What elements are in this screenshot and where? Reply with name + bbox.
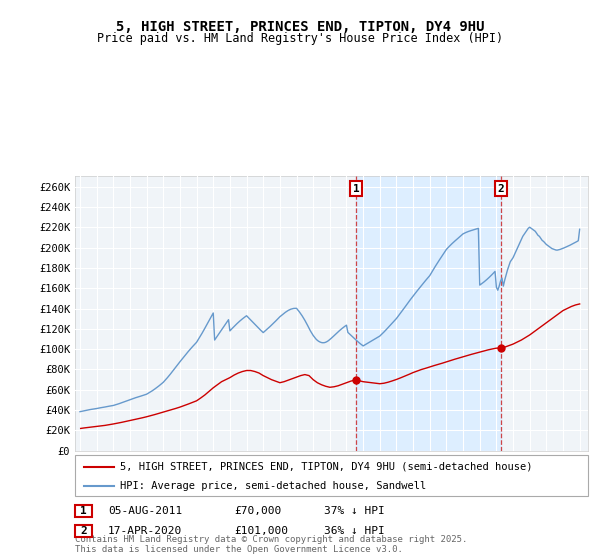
Text: Contains HM Land Registry data © Crown copyright and database right 2025.
This d: Contains HM Land Registry data © Crown c… <box>75 535 467 554</box>
Text: 17-APR-2020: 17-APR-2020 <box>108 526 182 536</box>
Text: 05-AUG-2011: 05-AUG-2011 <box>108 506 182 516</box>
Text: Price paid vs. HM Land Registry's House Price Index (HPI): Price paid vs. HM Land Registry's House … <box>97 32 503 45</box>
Text: 5, HIGH STREET, PRINCES END, TIPTON, DY4 9HU (semi-detached house): 5, HIGH STREET, PRINCES END, TIPTON, DY4… <box>120 461 533 472</box>
Bar <box>356 176 501 451</box>
Text: 2: 2 <box>80 526 87 536</box>
Text: HPI: Average price, semi-detached house, Sandwell: HPI: Average price, semi-detached house,… <box>120 480 426 491</box>
Text: 1: 1 <box>80 506 87 516</box>
Text: 1: 1 <box>353 184 359 194</box>
Text: 37% ↓ HPI: 37% ↓ HPI <box>324 506 385 516</box>
Text: 5, HIGH STREET, PRINCES END, TIPTON, DY4 9HU: 5, HIGH STREET, PRINCES END, TIPTON, DY4… <box>116 20 484 34</box>
Text: £101,000: £101,000 <box>234 526 288 536</box>
Text: £70,000: £70,000 <box>234 506 281 516</box>
Text: 36% ↓ HPI: 36% ↓ HPI <box>324 526 385 536</box>
Text: 2: 2 <box>498 184 505 194</box>
